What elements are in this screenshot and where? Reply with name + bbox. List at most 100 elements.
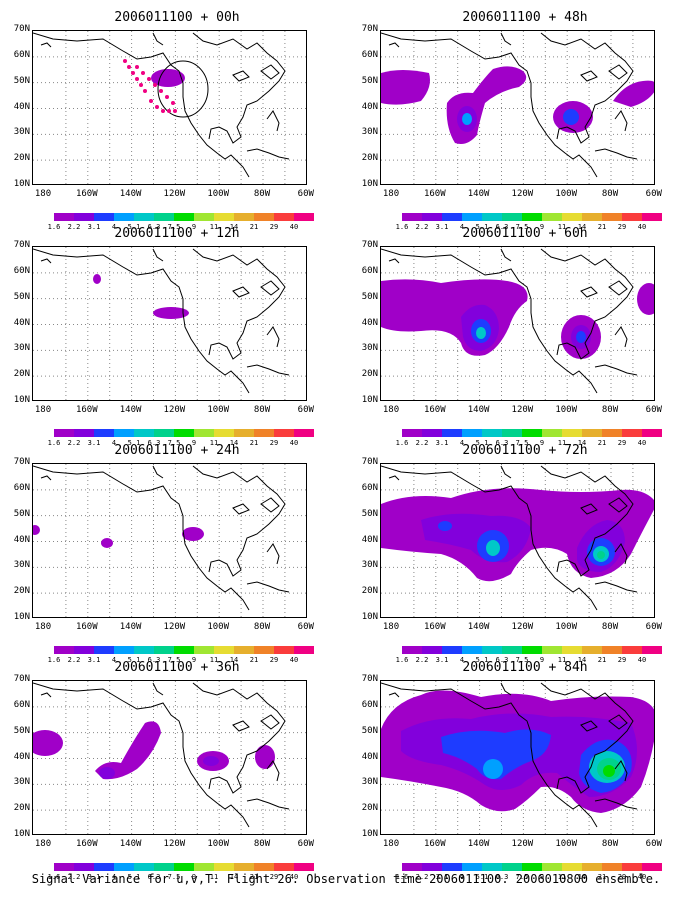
colorbar-swatch bbox=[622, 429, 642, 437]
colorbar bbox=[54, 646, 314, 654]
lon-tick-label: 160W bbox=[423, 622, 446, 632]
colorbar-label: 6.3 bbox=[495, 873, 509, 881]
colorbar-swatch bbox=[582, 646, 602, 654]
colorbar-label: 14 bbox=[577, 873, 587, 881]
colorbar-label: 11 bbox=[557, 439, 567, 447]
colorbar-swatch bbox=[542, 213, 562, 221]
panel-36h: 2006011100 + 36h 70N 60N 50N 40N 30N 20N 10N 18… bbox=[14, 660, 322, 881]
colorbar-label: 6.3 bbox=[495, 439, 509, 447]
colorbar-label: 21 bbox=[597, 223, 607, 231]
colorbar-swatch bbox=[442, 213, 462, 221]
colorbar-label: 5.1 bbox=[475, 656, 489, 664]
coastline bbox=[381, 465, 598, 611]
colorbar-swatch bbox=[442, 646, 462, 654]
lon-tick-label: 140W bbox=[119, 839, 142, 849]
variance-blob bbox=[153, 307, 189, 319]
colorbar-swatch bbox=[542, 429, 562, 437]
lat-tick-label: 20N bbox=[13, 803, 30, 814]
colorbar-label: 7.5 bbox=[167, 223, 181, 231]
coastline bbox=[246, 364, 290, 376]
lon-tick-label: 140W bbox=[119, 405, 142, 415]
colorbar-label: 3.1 bbox=[87, 223, 101, 231]
lat-tick-label: 50N bbox=[361, 725, 378, 736]
coastline bbox=[260, 280, 280, 296]
colorbar-label: 9 bbox=[191, 223, 197, 231]
colorbar-swatch bbox=[462, 213, 482, 221]
lat-tick-label: 60N bbox=[13, 699, 30, 710]
lat-tick-label: 40N bbox=[361, 534, 378, 545]
lat-tick-label: 70N bbox=[13, 240, 30, 250]
observation-circle bbox=[157, 60, 209, 118]
lon-tick-label: 80W bbox=[601, 622, 619, 632]
colorbar-swatch bbox=[522, 213, 542, 221]
coastline bbox=[192, 682, 286, 794]
lat-tick-label: 50N bbox=[13, 508, 30, 519]
coastline bbox=[232, 503, 250, 515]
colorbar-label: 1.6 bbox=[47, 439, 61, 447]
colorbar-label: 21 bbox=[249, 223, 259, 231]
lat-tick-label: 60N bbox=[361, 49, 378, 60]
colorbar-label: 1.6 bbox=[395, 223, 409, 231]
colorbar bbox=[402, 429, 662, 437]
colorbar-label: 14 bbox=[577, 439, 587, 447]
colorbar-label: 5.1 bbox=[127, 223, 141, 231]
lat-tick-label: 60N bbox=[361, 265, 378, 276]
map-frame bbox=[380, 30, 655, 185]
colorbar-label: 14 bbox=[229, 873, 239, 881]
colorbar-swatch bbox=[482, 863, 502, 871]
colorbar-label: 29 bbox=[269, 439, 279, 447]
colorbar-label: 3.1 bbox=[435, 223, 449, 231]
coastline bbox=[260, 497, 280, 513]
coastline bbox=[580, 286, 598, 298]
variance-region bbox=[441, 729, 551, 780]
colorbar-label: 7.5 bbox=[515, 873, 529, 881]
lon-tick-label: 160W bbox=[423, 405, 446, 415]
lon-tick-label: 100W bbox=[207, 189, 230, 199]
colorbar-label: 14 bbox=[229, 223, 239, 231]
colorbar-label: 3.1 bbox=[87, 439, 101, 447]
coastline bbox=[40, 258, 52, 264]
panel-title: 2006011100 + 84h bbox=[462, 660, 588, 675]
colorbar-label: 9 bbox=[191, 873, 197, 881]
lon-tick-label: 120W bbox=[163, 405, 186, 415]
coastline bbox=[381, 682, 598, 828]
colorbar-label: 3.1 bbox=[87, 656, 101, 664]
coastline bbox=[266, 326, 280, 348]
coastline bbox=[540, 248, 634, 360]
lat-tick-label: 30N bbox=[13, 343, 30, 354]
variance-blob bbox=[255, 745, 275, 769]
coastline bbox=[594, 798, 638, 810]
figure-caption: Signal Variance for u,v,T. Flight 26. Ob… bbox=[31, 872, 661, 886]
lon-tick-label: 80W bbox=[601, 189, 619, 199]
colorbar-label: 6.3 bbox=[147, 873, 161, 881]
panel-00h: 2006011100 + 00h 70N 60N 50N 40N 30N 20N 10N 18… bbox=[14, 10, 322, 231]
colorbar-swatch bbox=[54, 429, 74, 437]
coastline bbox=[540, 682, 634, 794]
lat-tick-label: 30N bbox=[361, 343, 378, 354]
colorbar-swatch bbox=[234, 646, 254, 654]
colorbar-swatch bbox=[214, 863, 234, 871]
colorbar-label: 29 bbox=[269, 873, 279, 881]
colorbar-swatch bbox=[402, 646, 422, 654]
colorbar-swatch bbox=[442, 863, 462, 871]
colorbar-label: 14 bbox=[577, 223, 587, 231]
colorbar-label: 3.1 bbox=[435, 656, 449, 664]
colorbar-swatch bbox=[174, 213, 194, 221]
coastline bbox=[500, 248, 512, 262]
colorbar-label: 9 bbox=[539, 873, 545, 881]
lat-tick-label: 30N bbox=[13, 777, 30, 788]
variance-core bbox=[576, 331, 586, 343]
lon-tick-label: 120W bbox=[511, 405, 534, 415]
colorbar-label: 1.6 bbox=[395, 656, 409, 664]
lon-tick-label: 180 bbox=[34, 189, 52, 199]
coastline bbox=[608, 714, 628, 730]
coastline bbox=[152, 32, 164, 46]
coastline bbox=[388, 42, 400, 48]
coastline bbox=[192, 248, 286, 360]
map-plot bbox=[33, 31, 306, 184]
colorbar-label: 11 bbox=[209, 873, 219, 881]
lon-tick-label: 60W bbox=[645, 839, 662, 849]
lon-tick-label: 120W bbox=[163, 839, 186, 849]
coastline bbox=[40, 42, 52, 48]
map-plot bbox=[33, 247, 306, 400]
